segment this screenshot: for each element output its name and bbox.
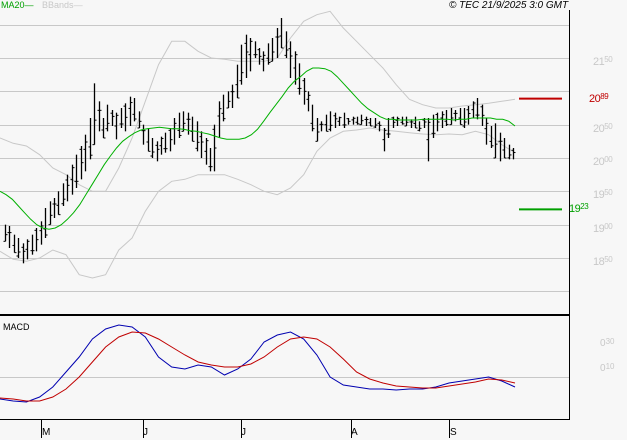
price-axis-label: 2000 (593, 155, 613, 168)
x-axis-month: J (143, 427, 148, 438)
legend-bbands: BBands— (42, 0, 83, 10)
chart-legend: MA20— BBands— (1, 0, 83, 11)
macd-axis-label: 030 (600, 337, 615, 349)
macd-panel-title: MACD (3, 322, 30, 332)
x-axis-month: S (450, 427, 457, 438)
bbands-lower-line (0, 127, 516, 279)
price-axis-label: 1850 (593, 254, 613, 268)
resistance-level-label: 2089 (589, 92, 609, 105)
ma20-line (0, 67, 516, 230)
signal-line (0, 331, 516, 402)
bbands-upper-line (0, 10, 516, 192)
x-axis-month: J (241, 427, 246, 438)
copyright-timestamp: © TEC 21/9/2025 3:0 GMT (449, 0, 569, 11)
price-axis-label: 2150 (593, 55, 613, 68)
x-axis-month: M (42, 427, 51, 438)
price-axis-label: 1950 (593, 188, 613, 202)
x-axis-month: A (351, 427, 358, 438)
macd-axis-label: 010 (600, 362, 615, 374)
macd-line (0, 324, 516, 403)
support-level-label: 1923 (569, 202, 589, 215)
price-axis-label: 1900 (593, 221, 613, 235)
legend-ma20: MA20— (1, 0, 34, 10)
price-axis-label: 2050 (593, 121, 613, 135)
